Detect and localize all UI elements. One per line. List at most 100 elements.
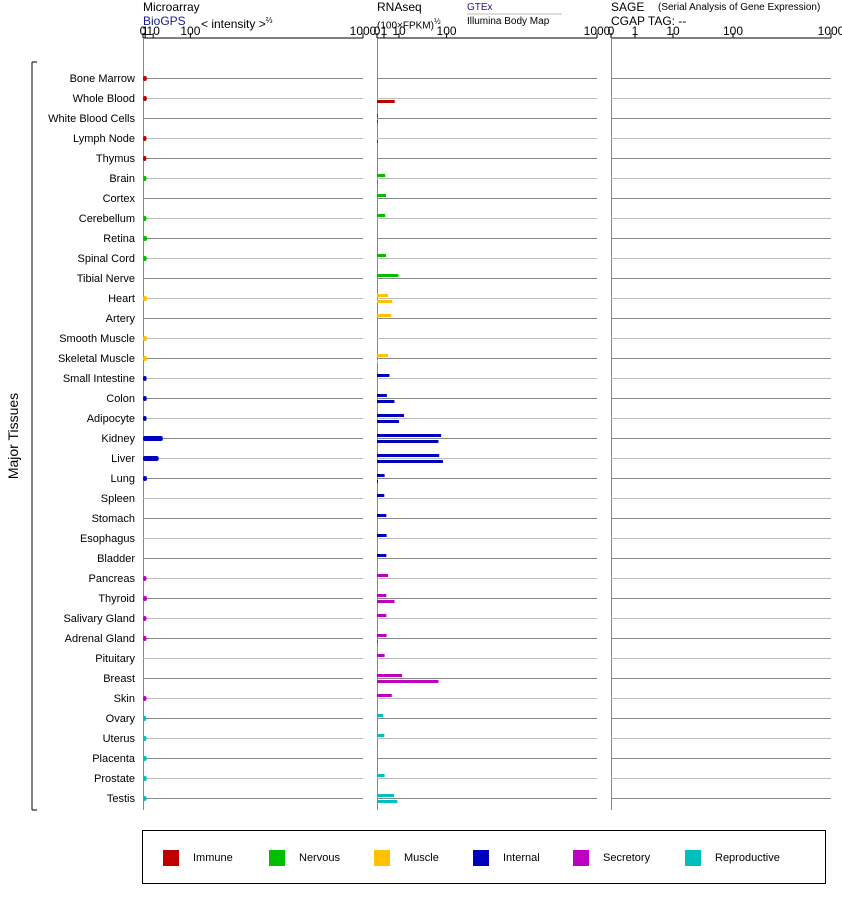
legend-swatch-nervous: [269, 850, 285, 866]
legend-item-internal: Internal: [473, 850, 540, 866]
rnaseq-gtex-bar: [377, 534, 387, 537]
microarray-scale-label: < intensity >⅔: [201, 16, 273, 31]
microarray-bar: [143, 736, 147, 741]
tissue-label: Brain: [109, 173, 135, 185]
legend-item-secretory: Secretory: [573, 850, 650, 866]
tissue-label: Adipocyte: [87, 413, 135, 425]
legend-item-reproductive: Reproductive: [685, 850, 780, 866]
legend-swatch-secretory: [573, 850, 589, 866]
x-tick-label-rna: 10: [392, 24, 406, 38]
microarray-bar: [143, 616, 147, 621]
microarray-bar: [143, 596, 147, 601]
tissue-label: Ovary: [106, 713, 136, 725]
tissue-label: Adrenal Gland: [65, 633, 135, 645]
y-axis-label: Major Tissues: [5, 393, 21, 479]
tissue-label: Retina: [103, 233, 136, 245]
rnaseq-ibm-bar: [377, 440, 439, 443]
rnaseq-gtex-bar: [377, 794, 395, 797]
cgap-tag: CGAP TAG: --: [611, 14, 687, 28]
microarray-bar: [143, 176, 147, 181]
rnaseq-gtex-bar: [377, 734, 385, 737]
rnaseq-ibm-bar: [377, 780, 378, 783]
tissue-label: Artery: [106, 313, 136, 325]
microarray-bar: [143, 576, 147, 581]
tissue-label: Prostate: [94, 773, 135, 785]
rnaseq-ibm-bar: [377, 480, 378, 483]
tissue-label: Pituitary: [95, 653, 135, 665]
rnaseq-ibm-bar: [377, 600, 395, 603]
tissue-label: Pancreas: [89, 573, 136, 585]
tissue-label: Heart: [108, 293, 135, 305]
rnaseq-gtex-bar: [377, 494, 385, 497]
tissue-label: Stomach: [92, 513, 135, 525]
rnaseq-gtex-bar: [377, 574, 388, 577]
illumina-label: Illumina Body Map: [467, 16, 550, 27]
tissue-label: Spinal Cord: [78, 253, 135, 265]
microarray-bar: [143, 136, 147, 141]
legend-item-muscle: Muscle: [374, 850, 439, 866]
microarray-bar: [143, 696, 147, 701]
rnaseq-gtex-bar: [377, 554, 387, 557]
microarray-bar: [143, 76, 147, 81]
rnaseq-gtex-bar: [377, 774, 385, 777]
microarray-bar: [143, 476, 147, 481]
microarray-bar: [143, 96, 147, 101]
rnaseq-gtex-bar: [377, 174, 386, 177]
microarray-bar: [143, 216, 147, 221]
rnaseq-gtex-bar: [377, 274, 399, 277]
legend-label-secretory: Secretory: [603, 852, 651, 864]
rnaseq-gtex-bar: [377, 214, 386, 217]
microarray-bar: [143, 756, 147, 761]
legend-label-muscle: Muscle: [404, 852, 439, 864]
rnaseq-ibm-bar: [377, 460, 443, 463]
x-tick-label-micro: 1000: [350, 24, 377, 38]
tissue-label: Liver: [111, 453, 135, 465]
rnaseq-ibm-bar: [377, 100, 395, 103]
rnaseq-gtex-bar: [377, 114, 378, 117]
legend-swatch-reproductive: [685, 850, 701, 866]
rnaseq-ibm-bar: [377, 400, 395, 403]
microarray-bar: [143, 156, 147, 161]
tissue-label: Lymph Node: [73, 133, 135, 145]
rnaseq-ibm-bar: [377, 680, 439, 683]
legend-label-nervous: Nervous: [299, 852, 340, 864]
rnaseq-ibm-bar: [377, 640, 378, 643]
legend-item-nervous: Nervous: [269, 850, 340, 866]
legend-item-immune: Immune: [163, 850, 233, 866]
microarray-bar: [143, 296, 148, 301]
legend-label-internal: Internal: [503, 852, 540, 864]
x-tick-label-sage: 0: [608, 24, 615, 38]
sage-title: SAGE: [611, 0, 645, 14]
microarray-bar: [143, 436, 163, 441]
microarray-title: Microarray: [143, 0, 200, 14]
tissue-label: Testis: [107, 793, 136, 805]
microarray-bar: [143, 776, 147, 781]
rnaseq-gtex-bar: [377, 614, 387, 617]
tissue-label: Cortex: [103, 193, 136, 205]
x-tick-label-rna: 100: [437, 24, 457, 38]
x-tick-label-rna: 0: [374, 24, 381, 38]
tissue-label: Skeletal Muscle: [58, 353, 135, 365]
rnaseq-gtex-bar: [377, 414, 404, 417]
tissue-label: Skin: [114, 693, 135, 705]
rnaseq-gtex-bar: [377, 634, 387, 637]
tissue-label: White Blood Cells: [48, 113, 135, 125]
biogps-link[interactable]: BioGPS: [143, 14, 186, 28]
legend: Immune Nervous Muscle Internal Secretory…: [142, 830, 826, 884]
microarray-bar: [143, 636, 147, 641]
microarray-bar: [143, 796, 147, 801]
tissue-label: Cerebellum: [79, 213, 135, 225]
rnaseq-gtex-bar: [377, 654, 385, 657]
tissue-label: Uterus: [103, 733, 136, 745]
gtex-link[interactable]: GTEx: [467, 2, 493, 13]
rnaseq-gtex-bar: [377, 394, 387, 397]
tissue-label: Bladder: [97, 553, 135, 565]
tissue-label: Lung: [111, 473, 135, 485]
microarray-bar: [143, 456, 159, 461]
rnaseq-gtex-bar: [377, 454, 440, 457]
rnaseq-ibm-bar: [377, 800, 398, 803]
rnaseq-gtex-bar: [377, 434, 442, 437]
tissue-label: Thymus: [96, 153, 136, 165]
x-tick-label-rna: 1: [381, 24, 388, 38]
